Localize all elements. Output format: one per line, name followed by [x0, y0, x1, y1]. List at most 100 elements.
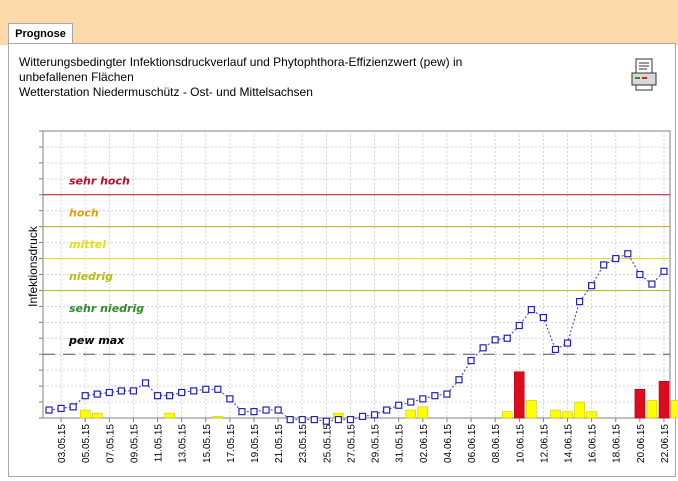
x-tick-label: 17.05.15: [226, 424, 237, 463]
pew-bar: [92, 412, 103, 419]
y-axis-label: Infektionsdruck: [26, 225, 40, 307]
level-label: sehr niedrig: [69, 302, 144, 315]
x-tick-label: 16.06.15: [588, 424, 599, 463]
pressure-point: [407, 398, 415, 406]
pew-bar: [501, 411, 513, 419]
description-line-1: Witterungsbedingter Infektionsdruckverla…: [19, 55, 463, 69]
pew-bar: [164, 412, 175, 419]
pressure-point: [443, 390, 451, 398]
pew-bar: [405, 409, 417, 419]
x-tick-label: 11.05.15: [154, 424, 165, 463]
top-bar: [0, 0, 678, 45]
pressure-point: [214, 385, 222, 393]
x-tick-label: 29.05.15: [371, 424, 382, 463]
pressure-point: [178, 388, 186, 397]
x-tick-label: 18.06.15: [612, 424, 623, 463]
pressure-point: [141, 379, 150, 387]
pressure-point: [57, 404, 65, 413]
pew-bar: [658, 381, 670, 419]
x-tick-label: 25.05.15: [322, 424, 333, 463]
pressure-point: [636, 270, 644, 279]
pressure-point: [600, 261, 608, 269]
level-label: niedrig: [69, 270, 113, 283]
x-tick-label: 02.06.15: [419, 424, 430, 463]
pressure-line: [48, 253, 665, 422]
pressure-point: [467, 357, 475, 365]
x-tick-label: 20.06.15: [636, 424, 647, 463]
pressure-point: [298, 415, 306, 424]
pressure-point: [166, 392, 174, 400]
pressure-point: [274, 406, 282, 414]
pew-bar: [574, 401, 585, 419]
pressure-point: [322, 417, 330, 425]
pressure-point: [358, 412, 367, 421]
pressure-point: [81, 392, 89, 400]
pressure-point: [129, 387, 138, 395]
pressure-point: [105, 388, 113, 397]
pressure-point: [202, 385, 210, 393]
pressure-point: [334, 415, 343, 424]
pew-bar: [212, 416, 224, 419]
pressure-point: [238, 408, 246, 416]
pressure-point: [660, 267, 668, 275]
x-tick-label: 08.06.15: [491, 424, 502, 463]
pressure-point: [383, 406, 391, 414]
pew-bar: [634, 388, 646, 419]
x-tick-label: 06.06.15: [467, 424, 478, 463]
pressure-point: [93, 390, 101, 398]
level-label: sehr hoch: [69, 174, 130, 187]
pew-bar: [670, 400, 678, 419]
pressure-point: [563, 339, 572, 347]
x-tick-label: 13.05.15: [178, 424, 189, 463]
pressure-point: [624, 250, 632, 258]
pew-bar: [550, 409, 561, 419]
pressure-point: [527, 305, 535, 314]
x-tick-label: 23.05.15: [298, 424, 309, 463]
pressure-point: [612, 254, 620, 263]
x-tick-label: 22.06.15: [660, 424, 671, 463]
pressure-point: [310, 415, 318, 424]
pressure-point: [539, 313, 547, 322]
pew-bar: [417, 406, 429, 419]
x-tick-label: 07.05.15: [105, 424, 116, 463]
x-tick-label: 10.06.15: [515, 424, 526, 463]
pressure-point: [479, 344, 487, 352]
x-tick-label: 12.06.15: [539, 424, 550, 463]
pressure-point: [262, 406, 270, 414]
pressure-point: [648, 280, 656, 288]
print-icon[interactable]: [631, 58, 657, 92]
pressure-point: [503, 334, 511, 342]
pew-bar: [586, 411, 597, 419]
description-line-3: Wetterstation Niedermuschütz - Ost- und …: [19, 85, 313, 99]
pressure-point: [588, 282, 596, 290]
x-tick-label: 05.05.15: [81, 424, 92, 463]
pressure-point: [190, 387, 198, 395]
x-tick-label: 15.05.15: [202, 424, 213, 463]
pressure-point: [69, 403, 77, 411]
pressure-point: [346, 415, 355, 424]
level-label: mittel: [69, 238, 106, 251]
x-tick-label: 03.05.15: [57, 424, 68, 463]
pressure-point: [250, 408, 258, 416]
pressure-point: [575, 298, 584, 306]
pressure-point: [395, 401, 403, 409]
x-tick-label: 27.05.15: [346, 424, 357, 463]
pressure-point: [491, 336, 499, 344]
x-tick-label: 14.06.15: [564, 424, 575, 463]
pressure-point: [45, 406, 53, 414]
description-line-2: unbefallenen Flächen: [19, 70, 134, 84]
pressure-point: [419, 395, 427, 403]
pressure-point: [551, 345, 560, 354]
pressure-point: [117, 387, 125, 395]
pressure-point: [455, 376, 463, 384]
pew-bar: [562, 411, 573, 419]
x-tick-label: 21.05.15: [274, 424, 285, 463]
chart-description: Witterungsbedingter Infektionsdruckverla…: [19, 55, 579, 100]
x-tick-label: 04.06.15: [443, 424, 454, 463]
x-tick-label: 19.05.15: [250, 424, 261, 463]
tab-prognose[interactable]: Prognose: [8, 23, 73, 43]
x-tick-label: 09.05.15: [129, 424, 140, 463]
level-label: pew max: [68, 334, 125, 347]
pressure-point: [515, 321, 523, 330]
